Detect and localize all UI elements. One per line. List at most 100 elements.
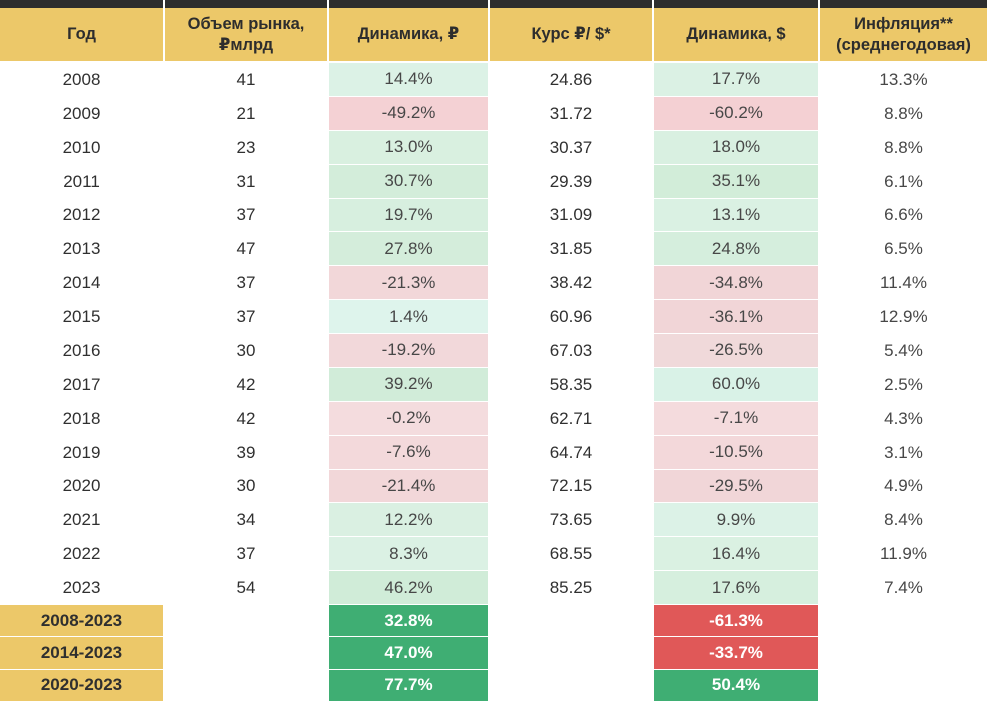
summary-period-label: 2014-2023 [0, 637, 163, 670]
column-header-label: Год [0, 8, 163, 61]
top-accent-bar [490, 0, 652, 8]
top-accent-bar [0, 0, 163, 8]
cell-rate: 31.85 [549, 239, 593, 259]
cell-year: 2018 [62, 408, 101, 428]
summary-dyn-usd: 50.4% [654, 669, 818, 702]
column-header-dyn-usd: Динамика, $ [654, 0, 818, 61]
empty-cell [490, 637, 652, 669]
cell-dyn-rub: 12.2% [329, 503, 488, 538]
cell-inflation: 6.6% [884, 205, 923, 225]
cell-volume: 39 [236, 442, 256, 462]
top-accent-bar [165, 0, 327, 8]
cell-dyn-usd: 9.9% [654, 503, 818, 538]
cell-volume: 37 [236, 544, 256, 564]
table-row: 2015 37 1.4% 60.96 -36.1% 12.9% [0, 300, 987, 334]
cell-dyn-usd: -34.8% [654, 266, 818, 301]
cell-year: 2019 [62, 442, 101, 462]
column-header-label: Динамика, ₽ [329, 8, 488, 61]
cell-volume: 30 [236, 476, 256, 496]
top-accent-bar [820, 0, 987, 8]
table-row: 2014 37 -21.3% 38.42 -34.8% 11.4% [0, 266, 987, 301]
cell-year: 2020 [62, 476, 101, 496]
cell-dyn-rub: 13.0% [329, 130, 488, 165]
cell-rate: 58.35 [549, 374, 593, 394]
cell-volume: 21 [236, 103, 256, 123]
empty-cell [490, 670, 652, 702]
cell-dyn-usd: 60.0% [654, 367, 818, 402]
summary-dyn-usd: -61.3% [654, 605, 818, 638]
column-header-dyn-rub: Динамика, ₽ [329, 0, 488, 61]
cell-dyn-usd: -10.5% [654, 435, 818, 470]
cell-dyn-rub: -19.2% [329, 334, 488, 368]
top-accent-bar [329, 0, 488, 8]
cell-inflation: 12.9% [879, 307, 928, 327]
cell-dyn-rub: -0.2% [329, 401, 488, 436]
column-header-inflation: Инфляция** (среднегодовая) [820, 0, 987, 61]
cell-dyn-rub: -7.6% [329, 435, 488, 470]
cell-year: 2013 [62, 239, 101, 259]
cell-dyn-rub: -49.2% [329, 96, 488, 131]
table-row: 2019 39 -7.6% 64.74 -10.5% 3.1% [0, 435, 987, 470]
cell-year: 2008 [62, 69, 101, 89]
cell-inflation: 8.8% [884, 137, 923, 157]
summary-dyn-rub: 77.7% [329, 669, 488, 702]
cell-rate: 60.96 [549, 307, 593, 327]
summary-dyn-rub: 47.0% [329, 637, 488, 670]
cell-dyn-rub: 8.3% [329, 537, 488, 572]
summary-row: 2014-2023 47.0% -33.7% [0, 637, 987, 670]
column-header-label: Объем рынка, ₽млрд [165, 8, 327, 61]
column-header-year: Год [0, 0, 163, 61]
cell-volume: 37 [236, 273, 256, 293]
cell-inflation: 4.9% [884, 476, 923, 496]
cell-rate: 31.09 [549, 205, 593, 225]
cell-inflation: 6.1% [884, 171, 923, 191]
column-header-label: Курс ₽/ $* [490, 8, 652, 61]
cell-dyn-usd: 35.1% [654, 164, 818, 199]
cell-year: 2009 [62, 103, 101, 123]
cell-dyn-rub: -21.3% [329, 266, 488, 301]
empty-cell [820, 637, 987, 669]
cell-volume: 37 [236, 205, 256, 225]
table-row: 2016 30 -19.2% 67.03 -26.5% 5.4% [0, 334, 987, 368]
cell-year: 2021 [62, 510, 101, 530]
cell-dyn-usd: 18.0% [654, 130, 818, 165]
cell-volume: 41 [236, 69, 256, 89]
cell-year: 2012 [62, 205, 101, 225]
cell-rate: 67.03 [549, 340, 593, 360]
cell-dyn-rub: 39.2% [329, 367, 488, 402]
cell-inflation: 8.4% [884, 510, 923, 530]
column-header-label: Инфляция** (среднегодовая) [820, 8, 987, 61]
cell-inflation: 4.3% [884, 408, 923, 428]
cell-year: 2010 [62, 137, 101, 157]
cell-dyn-usd: -26.5% [654, 334, 818, 368]
cell-dyn-usd: -60.2% [654, 96, 818, 131]
cell-dyn-usd: 17.6% [654, 571, 818, 605]
cell-inflation: 8.8% [884, 103, 923, 123]
cell-year: 2015 [62, 307, 101, 327]
cell-inflation: 2.5% [884, 374, 923, 394]
summary-row: 2020-2023 77.7% 50.4% [0, 669, 987, 702]
empty-cell [165, 670, 327, 702]
cell-inflation: 5.4% [884, 340, 923, 360]
cell-dyn-usd: 13.1% [654, 198, 818, 233]
table-row: 2010 23 13.0% 30.37 18.0% 8.8% [0, 130, 987, 165]
cell-dyn-rub: 14.4% [329, 63, 488, 97]
cell-dyn-rub: 30.7% [329, 164, 488, 199]
summary-row: 2008-2023 32.8% -61.3% [0, 605, 987, 638]
table-row: 2013 47 27.8% 31.85 24.8% 6.5% [0, 232, 987, 267]
cell-dyn-usd: 17.7% [654, 63, 818, 97]
empty-cell [165, 637, 327, 669]
cell-rate: 38.42 [549, 273, 593, 293]
table-row: 2008 41 14.4% 24.86 17.7% 13.3% [0, 63, 987, 97]
table-row: 2009 21 -49.2% 31.72 -60.2% 8.8% [0, 96, 987, 131]
cell-year: 2022 [62, 544, 101, 564]
cell-dyn-rub: 27.8% [329, 232, 488, 267]
cell-rate: 31.72 [549, 103, 593, 123]
table-row: 2011 31 30.7% 29.39 35.1% 6.1% [0, 164, 987, 199]
table-row: 2022 37 8.3% 68.55 16.4% 11.9% [0, 537, 987, 572]
summary-period-label: 2020-2023 [0, 669, 163, 702]
cell-volume: 42 [236, 408, 256, 428]
column-header-rate: Курс ₽/ $* [490, 0, 652, 61]
cell-volume: 42 [236, 374, 256, 394]
cell-dyn-usd: -7.1% [654, 401, 818, 436]
